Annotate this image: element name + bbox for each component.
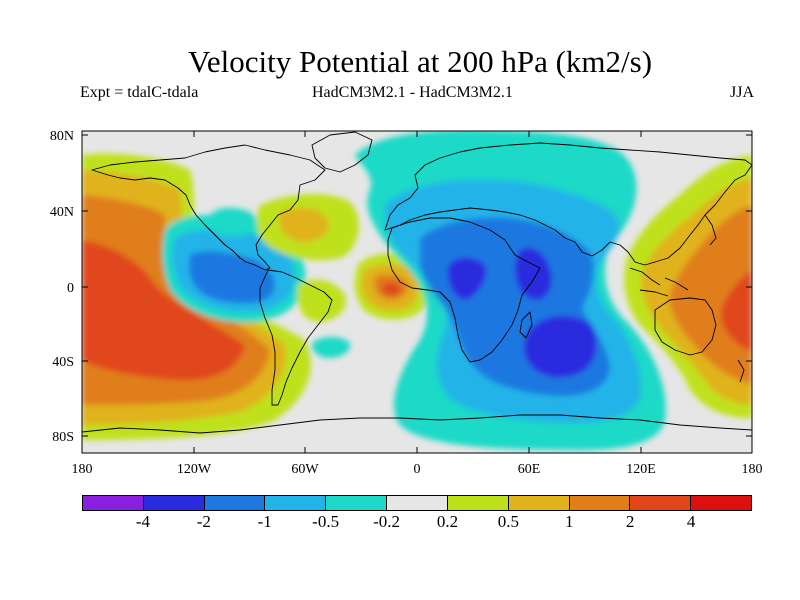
lon-tick-label: 180 bbox=[72, 462, 93, 477]
contour-neg-south-atlantic bbox=[311, 337, 351, 358]
coastline-greenland bbox=[311, 131, 373, 173]
coastline-south-america bbox=[259, 269, 333, 406]
lat-tick-label: 0 bbox=[67, 281, 74, 296]
contour-pos-pacific-west-4 bbox=[82, 240, 245, 381]
colorbar-swatch bbox=[691, 496, 751, 510]
coastlines bbox=[82, 131, 752, 434]
lat-tick-label: 80S bbox=[52, 430, 74, 445]
colorbar-swatch bbox=[387, 496, 448, 510]
contour-neg-africa-4a bbox=[447, 257, 487, 300]
colorbar-swatch bbox=[83, 496, 144, 510]
colorbar-swatch bbox=[265, 496, 327, 510]
coastline-japan bbox=[704, 214, 717, 246]
experiment-label: Expt = tdalC-tdala bbox=[80, 84, 199, 101]
colorbar-label: 0.5 bbox=[497, 512, 519, 531]
lon-tick-label: 0 bbox=[414, 462, 421, 477]
colorbar bbox=[82, 495, 752, 511]
contour-neg-atlantic-north bbox=[205, 207, 258, 237]
longitude-ticks: 180 120W 60W 0 60E 120E 180 bbox=[72, 131, 763, 477]
colorbar-swatch bbox=[569, 496, 631, 510]
contour-pos-westpacific-4 bbox=[721, 270, 752, 352]
colorbar-swatch bbox=[326, 496, 388, 510]
lat-tick-label: 40S bbox=[52, 355, 74, 370]
colorbar-swatch bbox=[508, 496, 570, 510]
colorbar-label: -1 bbox=[257, 512, 272, 531]
contour-neg-africa-4c bbox=[523, 315, 597, 378]
colorbar-label: 1 bbox=[565, 512, 574, 531]
colorbar-swatch bbox=[447, 496, 509, 510]
lon-tick-label: 120E bbox=[626, 462, 656, 477]
lon-tick-label: 60E bbox=[518, 462, 541, 477]
contour-pos-guinea-4 bbox=[382, 282, 401, 296]
coastline-africa bbox=[387, 217, 541, 363]
contour-pos-north-atlantic-2 bbox=[279, 208, 329, 242]
lon-tick-label: 120W bbox=[177, 462, 212, 477]
coastline-eurasia bbox=[384, 142, 752, 266]
colorbar-swatch bbox=[204, 496, 266, 510]
colorbar-label: -0.2 bbox=[373, 512, 400, 531]
colorbar-label: -2 bbox=[196, 512, 211, 531]
plot-title: Velocity Potential at 200 hPa (km2/s) bbox=[187, 44, 653, 79]
coastline-madagascar bbox=[519, 311, 533, 339]
lon-tick-label: 60W bbox=[291, 462, 319, 477]
season-label: JJA bbox=[729, 84, 754, 101]
colorbar-swatch bbox=[630, 496, 692, 510]
colorbar-swatch bbox=[143, 496, 205, 510]
lat-tick-label: 80N bbox=[50, 129, 74, 144]
contour-pos-southamerica bbox=[297, 279, 346, 322]
coastline-indonesia bbox=[629, 267, 689, 297]
colorbar-label: 0.2 bbox=[436, 512, 459, 531]
coastline-newzealand bbox=[737, 359, 745, 383]
coastline-australia bbox=[654, 297, 717, 356]
colorbar-label: 4 bbox=[686, 512, 696, 531]
latitude-ticks: 80N 40N 0 40S 80S bbox=[50, 129, 752, 445]
contour-neg-africa-4b bbox=[515, 247, 553, 300]
model-label: HadCM3M2.1 - HadCM3M2.1 bbox=[312, 84, 513, 101]
colorbar-label: -0.5 bbox=[312, 512, 340, 531]
contour-pos-westpacific-3 bbox=[669, 205, 752, 385]
coastline-antarctica bbox=[82, 414, 752, 434]
colorbar-label: -4 bbox=[135, 512, 150, 531]
lat-tick-label: 40N bbox=[50, 205, 74, 220]
coastline-north-america bbox=[91, 144, 326, 271]
colorbar-label: 2 bbox=[625, 512, 635, 531]
lon-tick-label: 180 bbox=[742, 462, 763, 477]
